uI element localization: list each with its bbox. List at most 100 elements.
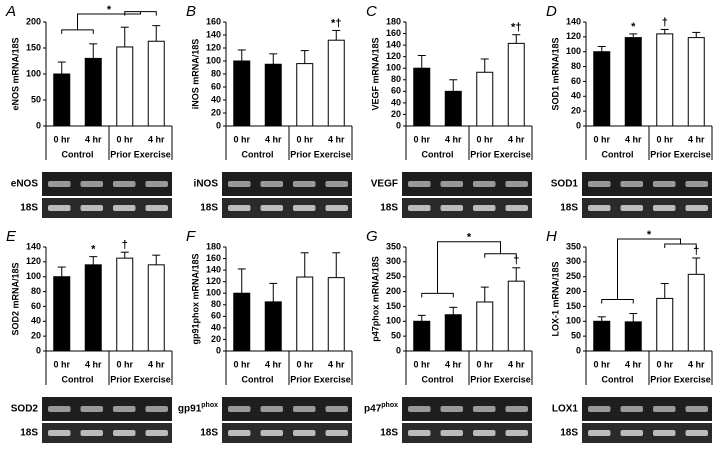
x-tick-label: 4 hr (688, 359, 705, 369)
y-tick-label: 160 (386, 28, 401, 38)
group-label: Prior Exercise (290, 374, 351, 384)
gel-label: eNOS (11, 179, 39, 190)
significance-mark: * (631, 21, 636, 33)
y-tick-label: 80 (211, 68, 221, 78)
significance-mark: † (122, 239, 128, 251)
panel-letter: E (6, 228, 17, 245)
gel-band (325, 406, 348, 412)
group-label: Control (602, 149, 634, 159)
y-tick-label: 180 (206, 241, 221, 251)
x-tick-label: 4 hr (625, 359, 642, 369)
bar (413, 320, 431, 352)
group-label: Prior Exercise (470, 149, 531, 159)
x-tick-label: 4 hr (148, 134, 165, 144)
gel-band (293, 205, 316, 211)
y-tick-label: 300 (566, 256, 581, 266)
y-tick-label: 140 (206, 29, 221, 39)
y-tick-label: 120 (26, 256, 41, 266)
bar (656, 33, 674, 127)
y-axis-label: VEGF mRNA/18S (370, 37, 380, 110)
gel-image (42, 198, 172, 218)
gel-image (582, 198, 712, 218)
y-tick-label: 350 (386, 241, 401, 251)
y-tick-label: 80 (211, 299, 221, 309)
bar (84, 264, 102, 352)
gel-band (325, 205, 348, 211)
gel-band (620, 205, 643, 211)
x-tick-label: 4 hr (85, 134, 102, 144)
gel-band (293, 406, 316, 412)
y-tick-label: 0 (396, 345, 401, 355)
x-tick-label: 0 hr (296, 359, 313, 369)
y-tick-label: 40 (391, 97, 401, 107)
bar (53, 276, 71, 352)
gel-band (440, 181, 463, 187)
y-tick-label: 100 (26, 271, 41, 281)
x-tick-label: 0 hr (656, 134, 673, 144)
group-label: Prior Exercise (110, 149, 171, 159)
gel-band (293, 181, 316, 187)
gel-image (42, 423, 172, 443)
y-tick-label: 150 (26, 42, 41, 52)
panel-letter: H (546, 228, 557, 245)
group-label: Control (422, 374, 454, 384)
significance-mark: † (693, 245, 699, 257)
gel-band (80, 181, 103, 187)
significance-mark: * (91, 244, 96, 256)
bar (476, 301, 494, 352)
x-tick-label: 0 hr (116, 134, 133, 144)
gel-band (473, 430, 496, 436)
group-label: Prior Exercise (290, 149, 351, 159)
y-tick-label: 200 (26, 16, 41, 26)
x-tick-label: 0 hr (53, 359, 70, 369)
gel-band (685, 205, 708, 211)
significance-mark: † (662, 16, 668, 28)
y-axis-label: SOD2 mRNA/18S (10, 262, 20, 335)
x-tick-label: 4 hr (148, 359, 165, 369)
gel-band (113, 181, 136, 187)
x-tick-label: 0 hr (233, 359, 250, 369)
x-tick-label: 4 hr (508, 359, 525, 369)
gel-band (228, 205, 251, 211)
y-tick-label: 140 (26, 241, 41, 251)
gel-band (588, 181, 611, 187)
y-tick-label: 200 (386, 286, 401, 296)
y-axis-label: SOD1 mRNA/18S (550, 37, 560, 110)
bar (264, 301, 282, 352)
gel-label: 18S (200, 428, 218, 439)
gel-band (48, 430, 71, 436)
gel-band (473, 406, 496, 412)
y-tick-label: 50 (571, 331, 581, 341)
y-tick-label: 160 (206, 253, 221, 263)
y-tick-label: 200 (566, 286, 581, 296)
significance-mark: * (467, 232, 472, 244)
gel-band (408, 406, 431, 412)
gel-band (48, 181, 71, 187)
panel-letter: B (186, 3, 196, 20)
gel-label: 18S (20, 428, 38, 439)
x-tick-label: 0 hr (476, 134, 493, 144)
y-tick-label: 0 (36, 120, 41, 130)
gel-label: 18S (20, 203, 38, 214)
y-tick-label: 100 (206, 288, 221, 298)
y-tick-label: 20 (391, 109, 401, 119)
gel-band (440, 430, 463, 436)
gel-label: SOD1 (551, 179, 579, 190)
gel-label: 18S (560, 203, 578, 214)
bar (656, 297, 674, 352)
y-tick-label: 60 (391, 86, 401, 96)
group-label: Prior Exercise (470, 374, 531, 384)
gel-band (653, 181, 676, 187)
bar (233, 60, 251, 127)
y-tick-label: 0 (576, 120, 581, 130)
gel-band (473, 181, 496, 187)
y-axis-label: eNOS mRNA/18S (10, 37, 20, 110)
gel-label: 18S (560, 428, 578, 439)
gel-band (260, 406, 283, 412)
significance-mark: * (647, 229, 652, 241)
y-tick-label: 0 (36, 345, 41, 355)
x-tick-label: 0 hr (296, 134, 313, 144)
y-tick-label: 100 (566, 316, 581, 326)
significance-bracket (601, 238, 697, 304)
bar (327, 277, 345, 352)
